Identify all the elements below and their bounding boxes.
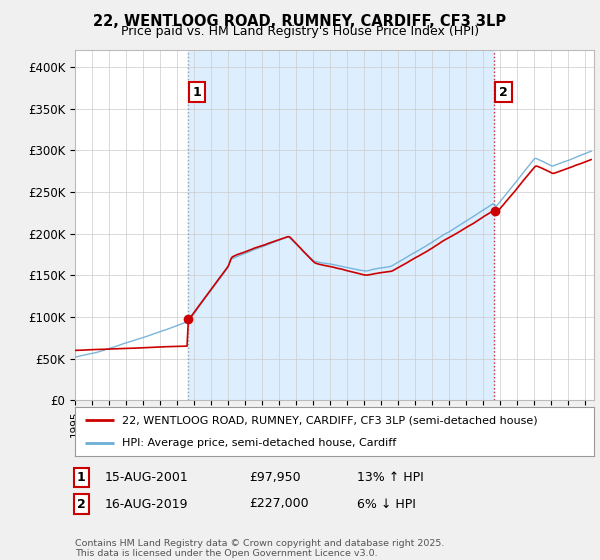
Text: 1: 1 [193,86,202,99]
Text: Price paid vs. HM Land Registry's House Price Index (HPI): Price paid vs. HM Land Registry's House … [121,25,479,38]
Text: 15-AUG-2001: 15-AUG-2001 [105,471,189,484]
Text: £97,950: £97,950 [249,471,301,484]
Text: 6% ↓ HPI: 6% ↓ HPI [357,497,416,511]
Text: 2: 2 [77,497,85,511]
Text: 22, WENTLOOG ROAD, RUMNEY, CARDIFF, CF3 3LP: 22, WENTLOOG ROAD, RUMNEY, CARDIFF, CF3 … [94,14,506,29]
Text: HPI: Average price, semi-detached house, Cardiff: HPI: Average price, semi-detached house,… [122,438,396,448]
Text: £227,000: £227,000 [249,497,308,511]
Text: 22, WENTLOOG ROAD, RUMNEY, CARDIFF, CF3 3LP (semi-detached house): 22, WENTLOOG ROAD, RUMNEY, CARDIFF, CF3 … [122,416,538,426]
Text: 13% ↑ HPI: 13% ↑ HPI [357,471,424,484]
Bar [188,50,494,400]
Text: 2: 2 [499,86,508,99]
Text: Contains HM Land Registry data © Crown copyright and database right 2025.
This d: Contains HM Land Registry data © Crown c… [75,539,445,558]
Text: 16-AUG-2019: 16-AUG-2019 [105,497,188,511]
Text: 1: 1 [77,471,85,484]
